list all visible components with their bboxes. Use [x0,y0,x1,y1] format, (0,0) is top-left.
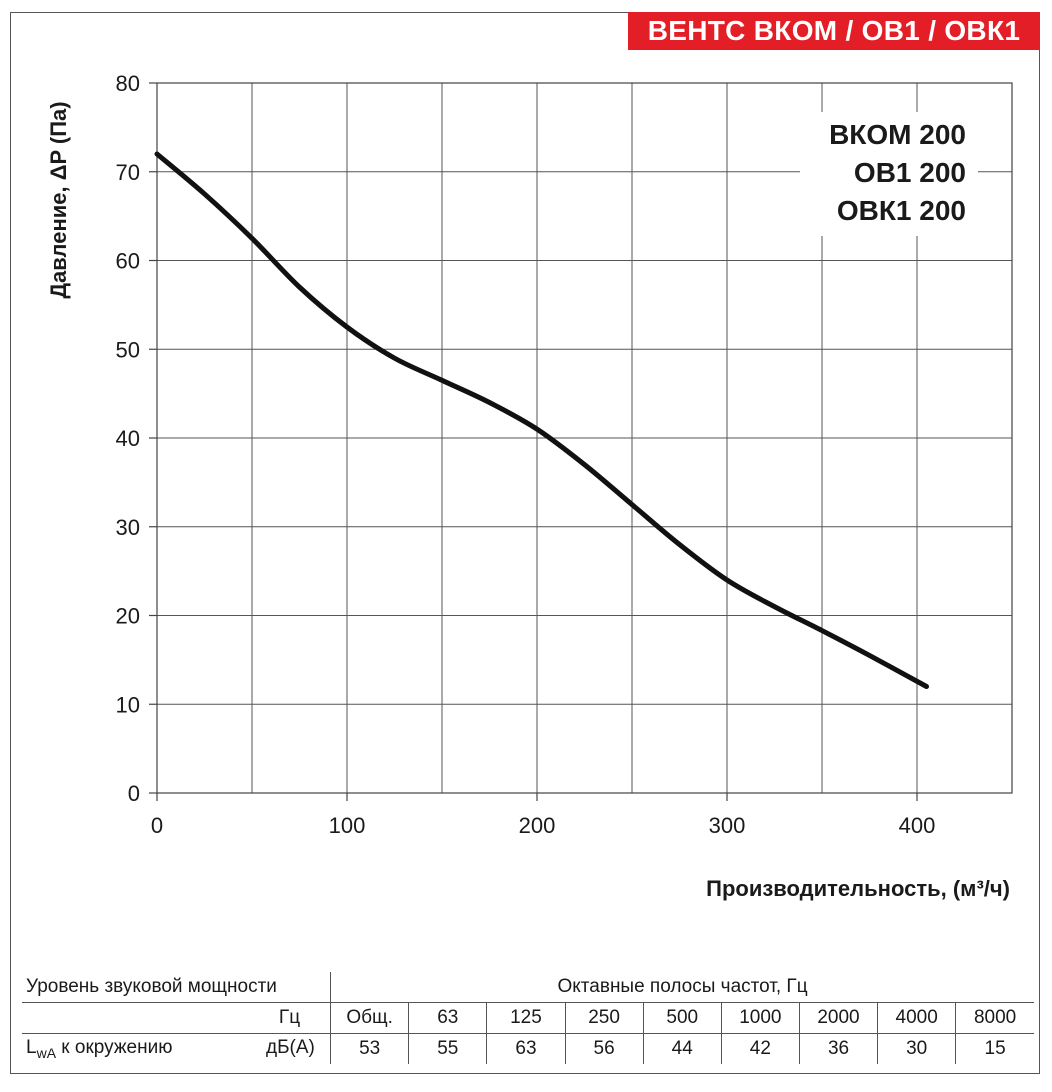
band-header: 4000 [877,1002,957,1034]
row-label-rest: к окружению [56,1037,173,1059]
series-label: ОВ1 200 [854,157,966,188]
y-tick-label: 70 [116,160,140,185]
row-unit: дБ(A) [266,1037,315,1059]
band-header: 8000 [955,1002,1034,1034]
y-tick-label: 40 [116,426,140,451]
row-label: LwA к окружению дБ(A) [22,1033,332,1064]
x-tick-label: 200 [519,813,556,838]
series-labels: ВКОМ 200 ОВ1 200 ОВК1 200 [800,112,978,236]
band-header: 125 [486,1002,566,1034]
y-axis-label: Давление, ΔP (Па) [46,101,71,298]
y-tick-label: 20 [116,604,140,629]
x-tick-label: 0 [151,813,163,838]
row-label-sub: wA [36,1044,57,1061]
bands-title: Октавные полосы частот, Гц [330,972,1034,1003]
x-tick-label: 400 [899,813,936,838]
series-label: ОВК1 200 [837,195,966,226]
band-header: 500 [642,1002,722,1034]
band-value: 15 [955,1033,1034,1064]
band-header: Общ. [330,1002,410,1034]
band-value: 55 [408,1033,488,1064]
curve-layer [154,151,929,689]
row-label-main: L [26,1037,37,1059]
sound-power-table: Уровень звуковой мощности Октавные полос… [22,972,1034,1064]
x-axis-label: Производительность, (м³/ч) [706,876,1010,901]
series-labels-bg [800,112,978,236]
x-tick-label: 300 [709,813,746,838]
unit-hz: Гц [22,1002,332,1034]
y-tick-label: 30 [116,515,140,540]
band-value: 36 [798,1033,879,1064]
series-label: ВКОМ 200 [829,119,966,150]
band-value: 53 [330,1033,410,1064]
series-line [154,151,929,689]
band-value: 56 [564,1033,644,1064]
band-header: 63 [408,1002,488,1034]
figure-frame [10,12,1040,1074]
band-header: 2000 [798,1002,879,1034]
y-tick-label: 80 [116,71,140,96]
y-tick-label: 10 [116,692,140,717]
band-value: 42 [720,1033,800,1064]
band-header: 1000 [720,1002,800,1034]
y-tick-label: 60 [116,249,140,274]
sound-table-title: Уровень звуковой мощности [22,972,332,1003]
band-value: 30 [877,1033,957,1064]
y-tick-label: 50 [116,337,140,362]
y-tick-label: 0 [128,781,140,806]
x-tick-label: 100 [329,813,366,838]
grid [149,82,1013,801]
band-value: 63 [486,1033,566,1064]
band-header: 250 [564,1002,644,1034]
brand-title: ВЕНТС ВКОМ / ОВ1 / ОВК1 [628,12,1040,50]
tick-labels: 0 100 200 300 400 0 10 20 30 40 50 60 70 80 [116,71,936,838]
pressure-flow-chart: 0 100 200 300 400 0 10 20 30 40 50 60 70 80 ВКОМ 200 О… [46,71,1013,901]
band-value: 44 [642,1033,722,1064]
